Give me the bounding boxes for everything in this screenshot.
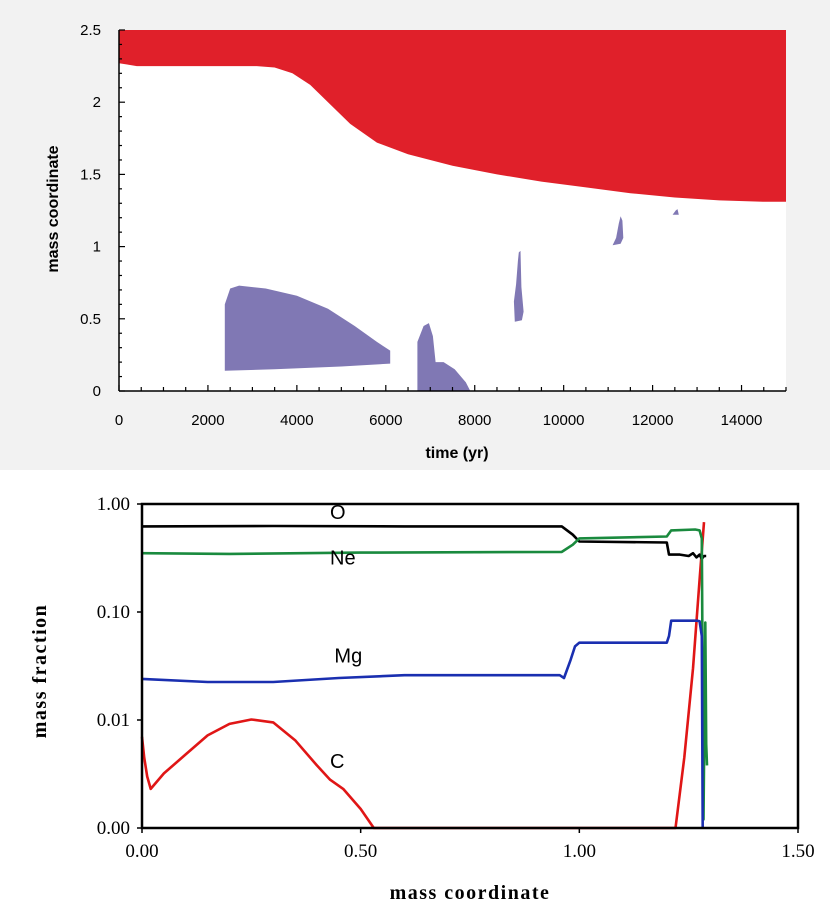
bottom-y-tick-label: 0.10 <box>97 602 130 623</box>
series-label-Ne: Ne <box>330 548 356 570</box>
burning-zone-1 <box>224 285 391 371</box>
bottom-y-tick-label: 0.01 <box>97 710 130 731</box>
burning-zone-4 <box>612 216 624 246</box>
top-y-tick-label: 2.5 <box>80 22 101 39</box>
top-y-axis-title: mass coordinate <box>45 145 62 272</box>
top-x-tick-label: 0 <box>115 412 123 429</box>
bottom-x-tick-label: 1.50 <box>781 841 814 862</box>
top-x-tick-label: 10000 <box>543 412 585 429</box>
bottom-y-tick-label: 0.00 <box>97 818 130 839</box>
top-x-tick-label: 4000 <box>280 412 313 429</box>
bottom-plot-frame <box>140 502 800 830</box>
bottom-axes: 0.00 0.50 1.00 1.50 0.00 0.01 0.10 1.00 <box>97 494 815 862</box>
top-x-tick-label: 6000 <box>369 412 402 429</box>
bottom-x-tick-label: 1.00 <box>563 841 596 862</box>
bottom-x-tick-label: 0.50 <box>344 841 377 862</box>
top-chart: 0 2000 4000 6000 8000 10000 12000 14000 0 0.5 1 1.5… <box>45 22 787 462</box>
top-axes: 0 2000 4000 6000 8000 10000 12000 14000 0 0.5 1 1.5… <box>80 22 787 429</box>
envelope-region <box>119 30 786 202</box>
top-x-tick-label: 14000 <box>721 412 763 429</box>
series-line-Ne <box>141 528 709 821</box>
top-y-tick-label: 2 <box>93 94 101 111</box>
burning-zone-5 <box>672 209 679 215</box>
top-chart-panel: 0 2000 4000 6000 8000 10000 12000 14000 0 0.5 1 1.5… <box>0 0 830 470</box>
top-y-tick-label: 0.5 <box>80 311 101 328</box>
bottom-y-axis-title: mass fraction <box>29 604 51 738</box>
bottom-x-tick-label: 0.00 <box>125 841 158 862</box>
top-x-tick-label: 2000 <box>191 412 224 429</box>
top-y-tick-label: 1 <box>93 239 101 256</box>
top-x-tick-label: 12000 <box>632 412 674 429</box>
series-label-O: O <box>330 502 346 524</box>
series-line-Mg <box>141 619 704 829</box>
bottom-chart-panel: O Ne Mg C 0.00 0.50 1.00 1.50 0.00 0.01 0.10 1.00 … <box>0 470 830 912</box>
series-label-Mg: Mg <box>334 646 362 668</box>
top-y-tick-label: 0 <box>93 383 101 400</box>
bottom-y-tick-label: 1.00 <box>97 494 130 515</box>
top-x-tick-label: 8000 <box>458 412 491 429</box>
series-line-C <box>140 522 706 830</box>
burning-zone-3 <box>513 250 524 322</box>
bottom-plot-area: O Ne Mg C <box>140 502 709 830</box>
top-plot-area <box>119 30 786 391</box>
top-y-tick-label: 1.5 <box>80 166 101 183</box>
bottom-x-axis-title: mass coordinate <box>390 882 551 904</box>
burning-zone-2 <box>417 323 471 391</box>
series-label-C: C <box>330 751 344 773</box>
top-x-axis-title: time (yr) <box>425 445 488 462</box>
